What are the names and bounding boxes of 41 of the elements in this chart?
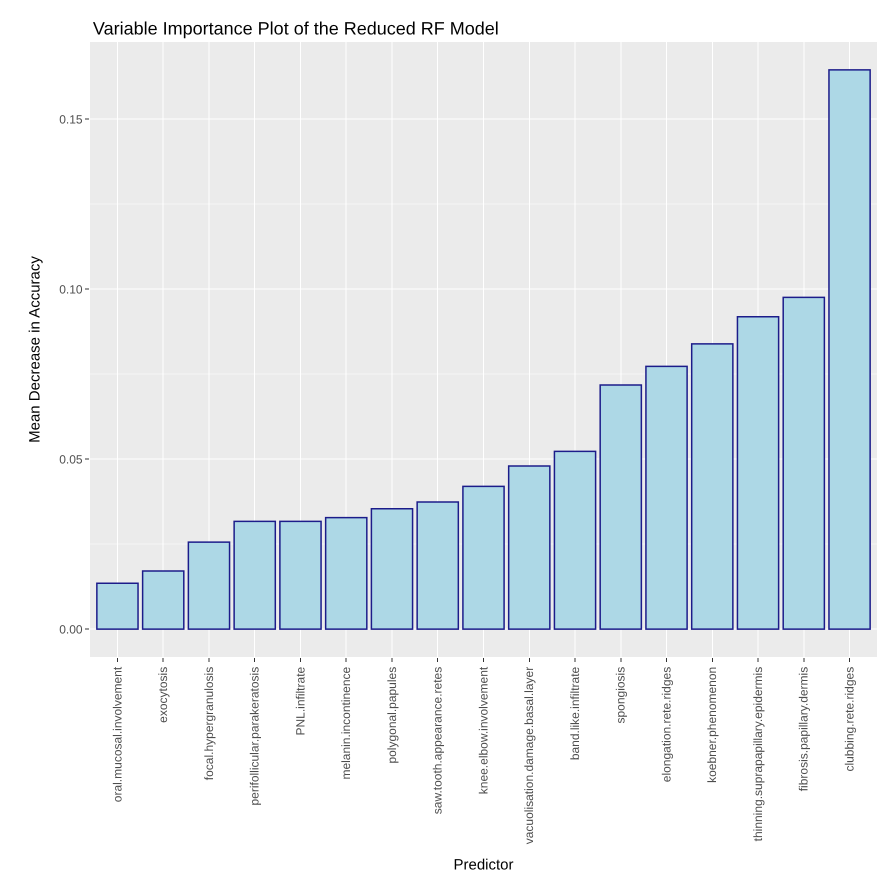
x-tick-label: thinning.suprapapillary.epidermis: [750, 666, 765, 842]
bar: [233, 520, 276, 630]
bar: [645, 366, 688, 630]
bar: [599, 384, 642, 630]
x-axis-title: Predictor: [453, 856, 514, 874]
x-tick-label: saw.tooth.appearance.retes: [430, 666, 445, 814]
y-tick-label: 0.05: [59, 452, 83, 466]
bar: [142, 570, 185, 630]
x-tick-label: koebner.phenomenon: [705, 666, 720, 783]
x-tick-label: elongation.rete.ridges: [659, 666, 674, 782]
y-tick-label: 0.15: [59, 112, 83, 126]
x-tick-label: focal.hypergranulosis: [202, 666, 216, 780]
bar: [736, 316, 780, 630]
x-tick-label: band.like.infiltrate: [568, 666, 582, 760]
chart-title: Variable Importance Plot of the Reduced RF Model: [92, 18, 499, 39]
bar: [188, 541, 230, 630]
x-tick-label: polygonal.papules: [384, 666, 399, 764]
y-tick-label: 0.00: [59, 622, 83, 636]
bar: [96, 582, 139, 630]
x-tick-label: PNL.infiltrate: [293, 666, 308, 736]
x-tick-label: melanin.incontinence: [339, 666, 354, 780]
x-tick-label: clubbing.rete.ridges: [842, 666, 856, 772]
x-tick-label: perifollicular.parakeratosis: [248, 666, 262, 806]
bar: [508, 465, 551, 630]
x-tick-label: oral.mucosal.involvement: [110, 666, 124, 802]
x-tick-label: exocytosis: [156, 666, 170, 723]
x-tick-label: fibrosis.papillary.dermis: [796, 666, 811, 792]
bar: [554, 450, 596, 630]
x-tick-label: spongiosis: [614, 666, 628, 724]
bar: [279, 520, 322, 630]
x-tick-label: vacuolisation.damage.basal.layer: [522, 666, 536, 844]
bar: [416, 501, 460, 630]
y-tick-label: 0.10: [59, 282, 83, 296]
bar: [462, 486, 505, 630]
bar: [828, 69, 871, 630]
y-axis-title: Mean Decrease in Accuracy: [26, 256, 44, 443]
x-tick-label: knee.elbow.involvement: [476, 666, 490, 794]
bar: [782, 296, 826, 630]
bar: [690, 343, 734, 630]
bar: [370, 508, 414, 630]
bar: [324, 516, 368, 630]
